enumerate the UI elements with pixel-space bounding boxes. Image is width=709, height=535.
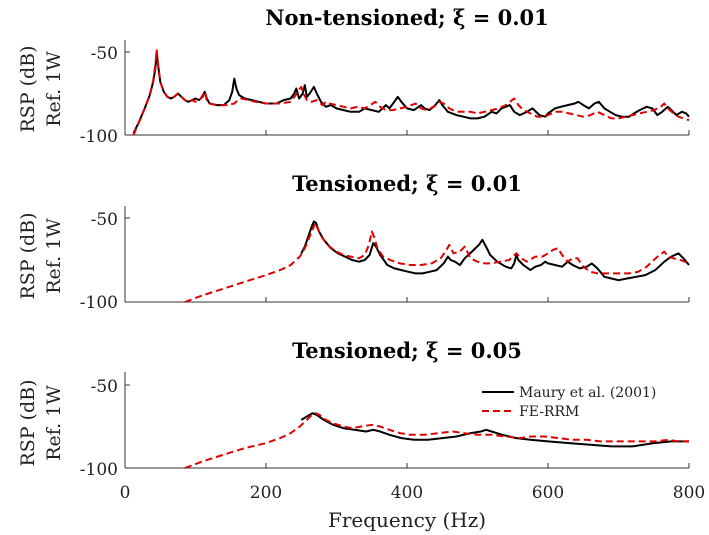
panel-1-ytick-top: -50 [91, 44, 118, 64]
xtick-200: 200 [250, 483, 282, 503]
xtick-400: 400 [391, 483, 423, 503]
panel-1: Non-tensioned; ξ = 0.01 RSP (dB) Ref. 1W… [17, 5, 690, 147]
panel-3-title: Tensioned; ξ = 0.05 [292, 338, 522, 363]
panel-2-series-fe-rrm [184, 222, 690, 303]
panel-1-ylabel-line2: Ref. 1W [43, 51, 65, 127]
xtick-600: 600 [532, 483, 564, 503]
panel-3-ylabel-line1: RSP (dB) [17, 379, 39, 466]
panel-1-ytick-bottom: -100 [80, 127, 118, 147]
panel-2-series-maury [300, 220, 690, 282]
panel-2-ylabel-line2: Ref. 1W [43, 218, 65, 294]
panel-1-title: Non-tensioned; ξ = 0.01 [265, 5, 549, 30]
panel-2-title: Tensioned; ξ = 0.01 [292, 171, 522, 196]
panel-1-series-maury [132, 51, 690, 134]
panel-2: Tensioned; ξ = 0.01 RSP (dB) Ref. 1W -50… [17, 171, 690, 313]
xtick-800: 800 [673, 483, 705, 503]
panel-1-series-fe-rrm [132, 49, 690, 136]
panel-1-ylabel-line1: RSP (dB) [17, 45, 39, 132]
xtick-0: 0 [120, 483, 131, 503]
panel-3-ytick-top: -50 [91, 377, 118, 397]
panel-2-ytick-top: -50 [91, 210, 118, 230]
panel-3-series-maury [300, 412, 689, 448]
legend-label-fe-rrm: FE-RRM [519, 404, 579, 420]
legend: Maury et al. (2001) FE-RRM [482, 385, 656, 420]
panel-2-ytick-bottom: -100 [80, 293, 118, 313]
panel-3-ytick-bottom: -100 [80, 460, 118, 480]
panel-3-series-fe-rrm [184, 412, 689, 469]
x-axis-label: Frequency (Hz) [328, 508, 486, 532]
panel-3: Tensioned; ξ = 0.05 RSP (dB) Ref. 1W -50… [17, 338, 705, 532]
panel-3-ylabel-line2: Ref. 1W [43, 385, 65, 461]
legend-label-maury: Maury et al. (2001) [519, 385, 656, 401]
panel-2-ylabel-line1: RSP (dB) [17, 212, 39, 299]
